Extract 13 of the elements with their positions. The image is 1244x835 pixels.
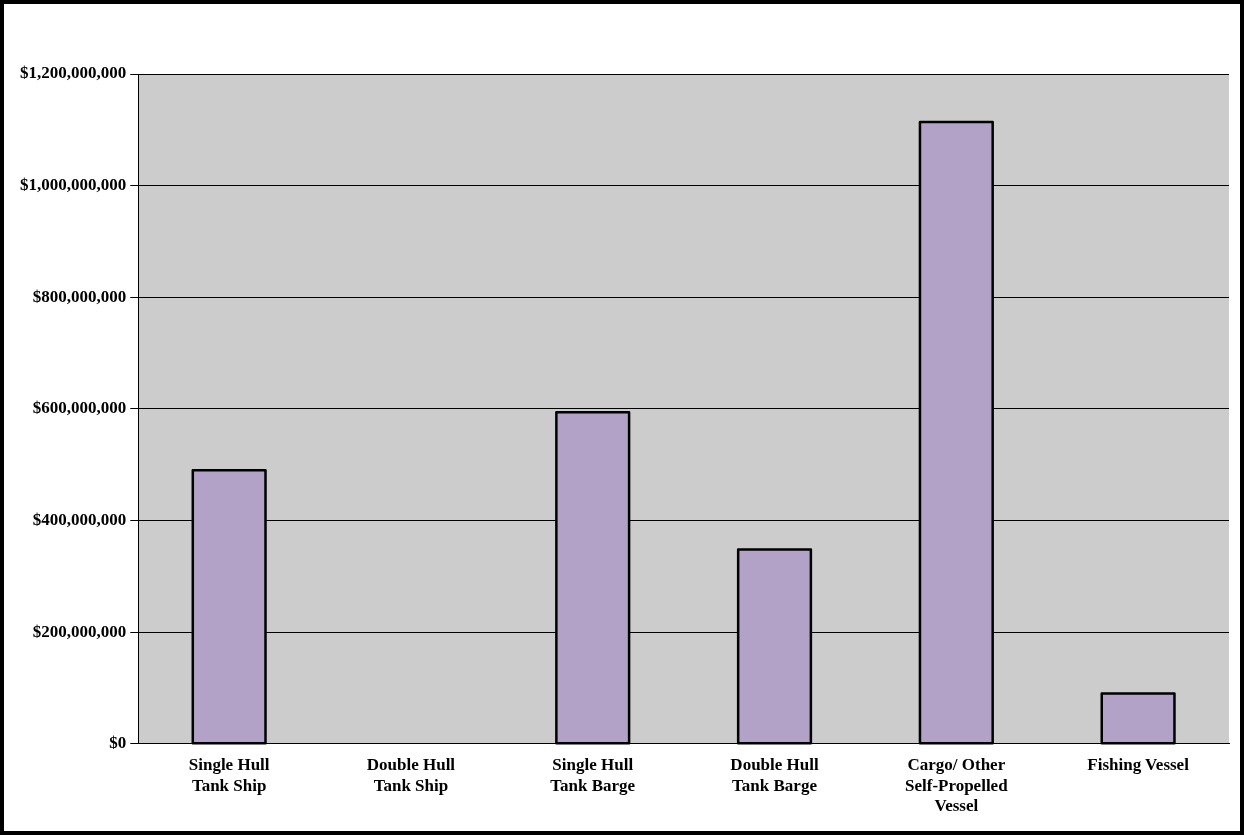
x-tick-label: Fishing Vessel xyxy=(1087,755,1190,775)
x-tick-label: Cargo/ Other Self-Propelled Vessel xyxy=(905,755,1009,816)
y-tick-label: $0 xyxy=(109,733,127,753)
x-tick-label: Single Hull Tank Barge xyxy=(550,755,636,795)
y-tick-label: $600,000,000 xyxy=(32,398,127,418)
x-tick-label: Single Hull Tank Ship xyxy=(188,755,270,795)
y-tick-label: $400,000,000 xyxy=(32,509,127,529)
y-tick-label: $800,000,000 xyxy=(32,286,127,306)
x-tick-label: Double Hull Tank Barge xyxy=(730,755,819,795)
x-tick-label: Double Hull Tank Ship xyxy=(366,755,456,795)
y-tick-label: $1,200,000,000 xyxy=(20,63,127,83)
y-tick-label: $200,000,000 xyxy=(32,621,127,641)
y-tick-label: $1,000,000,000 xyxy=(20,175,127,195)
